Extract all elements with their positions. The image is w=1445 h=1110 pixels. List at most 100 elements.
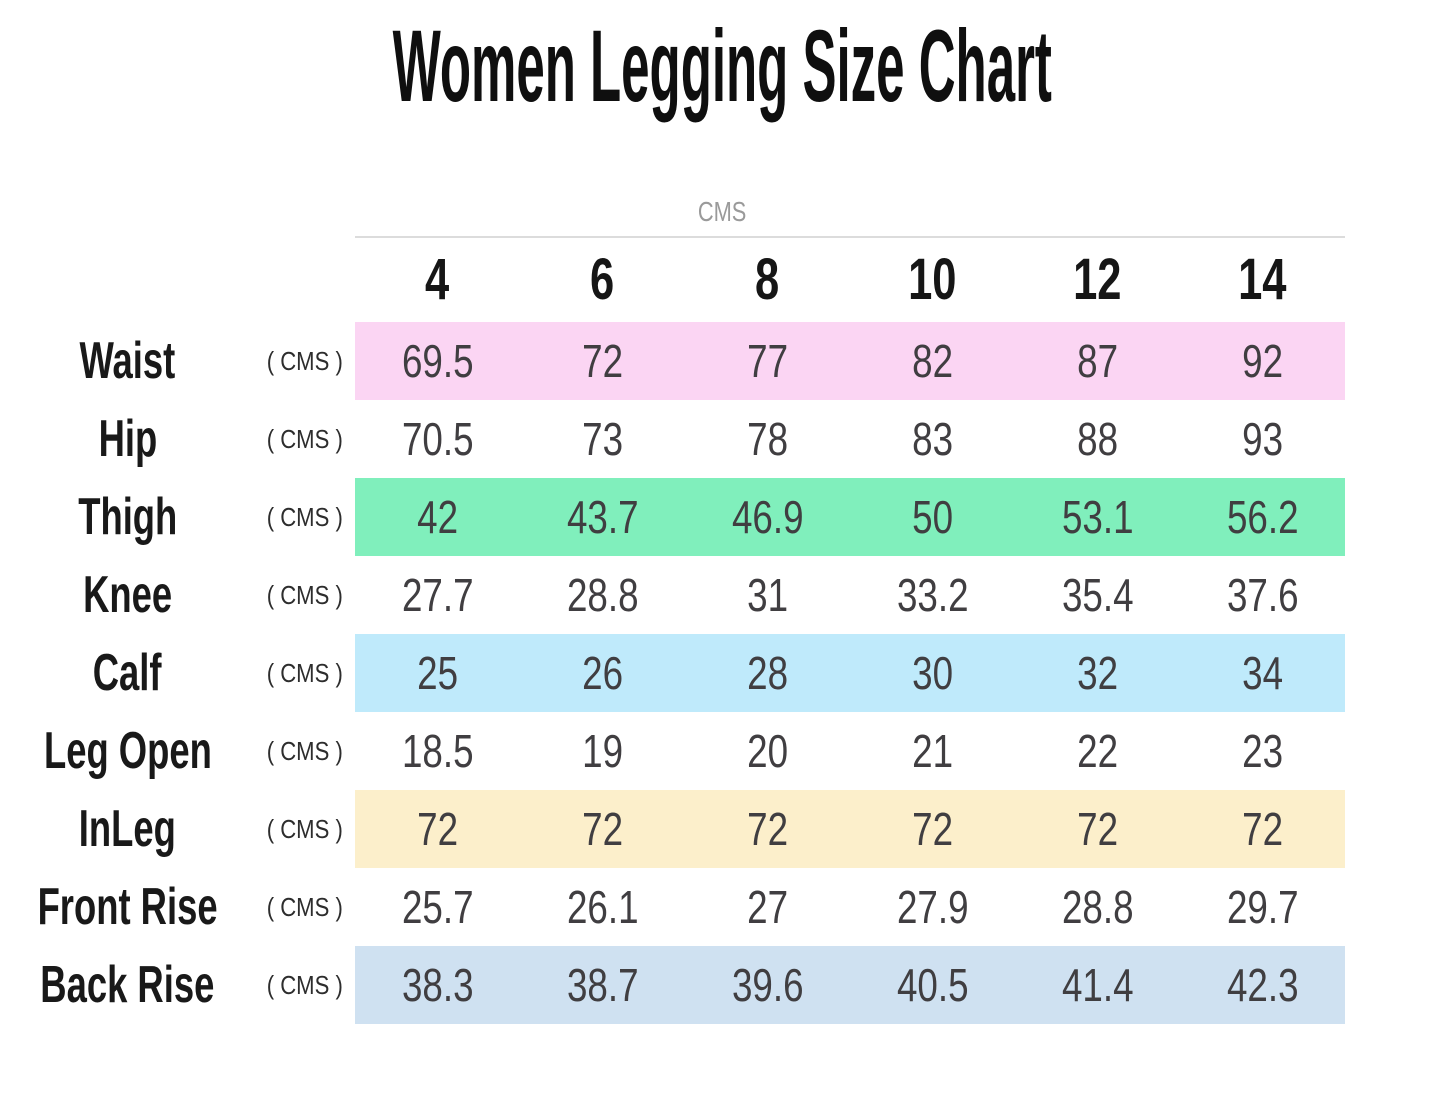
measurement-label-cell: Knee: [0, 556, 255, 634]
measurement-unit-cell: ( CMS ): [255, 400, 355, 478]
value-text: 42.3: [1226, 959, 1299, 1011]
value-text: 77: [747, 335, 788, 387]
value-text: 28: [747, 647, 788, 699]
value-text: 27.9: [896, 881, 969, 933]
value-text: 40.5: [896, 959, 969, 1011]
unit-header-row: CMS: [0, 118, 1445, 236]
value-cell: 21: [850, 712, 1015, 790]
value-text: 41.4: [1061, 959, 1134, 1011]
value-text: 32: [1077, 647, 1118, 699]
value-cell: 82: [850, 322, 1015, 400]
value-cell: 53.1: [1015, 478, 1180, 556]
value-text: 87: [1077, 335, 1118, 387]
measurement-unit-label: ( CMS ): [266, 346, 344, 376]
measurement-label: Hip: [98, 410, 157, 468]
value-cell: 35.4: [1015, 556, 1180, 634]
value-cell: 23: [1180, 712, 1345, 790]
value-cell: 56.2: [1180, 478, 1345, 556]
value-band: 70.5 73 78 83 88 93: [355, 400, 1345, 478]
measurement-rows: Waist ( CMS ) 69.5 72 77 82 87 92 Hip ( CMS ) 70.5…: [0, 322, 1445, 1024]
measurement-row: Thigh ( CMS ) 42 43.7 46.9 50 53.1 56.2: [0, 478, 1445, 556]
size-header-label: 10: [908, 247, 957, 312]
size-header-cells: 4 6 8 10 12 14: [355, 238, 1345, 322]
measurement-label-cell: Thigh: [0, 478, 255, 556]
value-cell: 93: [1180, 400, 1345, 478]
measurement-label-cell: Waist: [0, 322, 255, 400]
value-cell: 20: [685, 712, 850, 790]
size-header-spacer: [0, 238, 355, 322]
value-text: 69.5: [401, 335, 474, 387]
value-cell: 30: [850, 634, 1015, 712]
measurement-unit-cell: ( CMS ): [255, 556, 355, 634]
value-cell: 83: [850, 400, 1015, 478]
value-text: 78: [747, 413, 788, 465]
measurement-unit-label: ( CMS ): [266, 502, 344, 532]
value-band: 38.3 38.7 39.6 40.5 41.4 42.3: [355, 946, 1345, 1024]
value-cell: 18.5: [355, 712, 520, 790]
measurement-label: Calf: [93, 644, 162, 702]
value-text: 53.1: [1061, 491, 1134, 543]
measurement-label-cell: Front Rise: [0, 868, 255, 946]
value-cell: 50: [850, 478, 1015, 556]
value-text: 38.3: [401, 959, 474, 1011]
value-cell: 72: [520, 790, 685, 868]
value-text: 72: [1077, 803, 1118, 855]
value-cell: 26.1: [520, 868, 685, 946]
size-header-cell: 4: [355, 238, 520, 322]
measurement-unit-cell: ( CMS ): [255, 946, 355, 1024]
value-cell: 29.7: [1180, 868, 1345, 946]
value-text: 72: [417, 803, 458, 855]
size-header-label: 14: [1238, 247, 1287, 312]
size-header-cell: 8: [685, 238, 850, 322]
value-cell: 27.7: [355, 556, 520, 634]
size-header-cell: 10: [850, 238, 1015, 322]
value-text: 46.9: [731, 491, 804, 543]
value-cell: 72: [850, 790, 1015, 868]
value-text: 29.7: [1226, 881, 1299, 933]
value-cell: 32: [1015, 634, 1180, 712]
value-cell: 70.5: [355, 400, 520, 478]
value-cell: 69.5: [355, 322, 520, 400]
measurement-row: Front Rise ( CMS ) 25.7 26.1 27 27.9 28.8 29.7: [0, 868, 1445, 946]
value-text: 43.7: [566, 491, 639, 543]
value-band: 25.7 26.1 27 27.9 28.8 29.7: [355, 868, 1345, 946]
value-cell: 31: [685, 556, 850, 634]
value-text: 22: [1077, 725, 1118, 777]
value-text: 50: [912, 491, 953, 543]
size-header-cell: 12: [1015, 238, 1180, 322]
value-text: 25: [417, 647, 458, 699]
size-header-label: 6: [590, 247, 615, 312]
measurement-label-cell: InLeg: [0, 790, 255, 868]
value-cell: 78: [685, 400, 850, 478]
unit-header-label: CMS: [698, 196, 747, 227]
value-cell: 41.4: [1015, 946, 1180, 1024]
value-cell: 37.6: [1180, 556, 1345, 634]
value-text: 73: [582, 413, 623, 465]
measurement-label-cell: Leg Open: [0, 712, 255, 790]
value-text: 72: [912, 803, 953, 855]
measurement-unit-label: ( CMS ): [266, 658, 344, 688]
header-divider: [355, 236, 1345, 238]
value-cell: 27: [685, 868, 850, 946]
value-cell: 22: [1015, 712, 1180, 790]
value-cell: 72: [520, 322, 685, 400]
value-band: 18.5 19 20 21 22 23: [355, 712, 1345, 790]
value-text: 34: [1242, 647, 1283, 699]
measurement-unit-label: ( CMS ): [266, 814, 344, 844]
value-cell: 73: [520, 400, 685, 478]
value-band: 42 43.7 46.9 50 53.1 56.2: [355, 478, 1345, 556]
value-cell: 28.8: [520, 556, 685, 634]
value-text: 35.4: [1061, 569, 1134, 621]
value-cell: 25: [355, 634, 520, 712]
value-cell: 43.7: [520, 478, 685, 556]
value-text: 72: [1242, 803, 1283, 855]
measurement-label: Leg Open: [43, 722, 212, 780]
measurement-label: Knee: [82, 566, 173, 624]
value-cell: 46.9: [685, 478, 850, 556]
value-cell: 77: [685, 322, 850, 400]
measurement-row: Hip ( CMS ) 70.5 73 78 83 88 93: [0, 400, 1445, 478]
value-text: 33.2: [896, 569, 969, 621]
value-text: 38.7: [566, 959, 639, 1011]
value-text: 37.6: [1226, 569, 1299, 621]
